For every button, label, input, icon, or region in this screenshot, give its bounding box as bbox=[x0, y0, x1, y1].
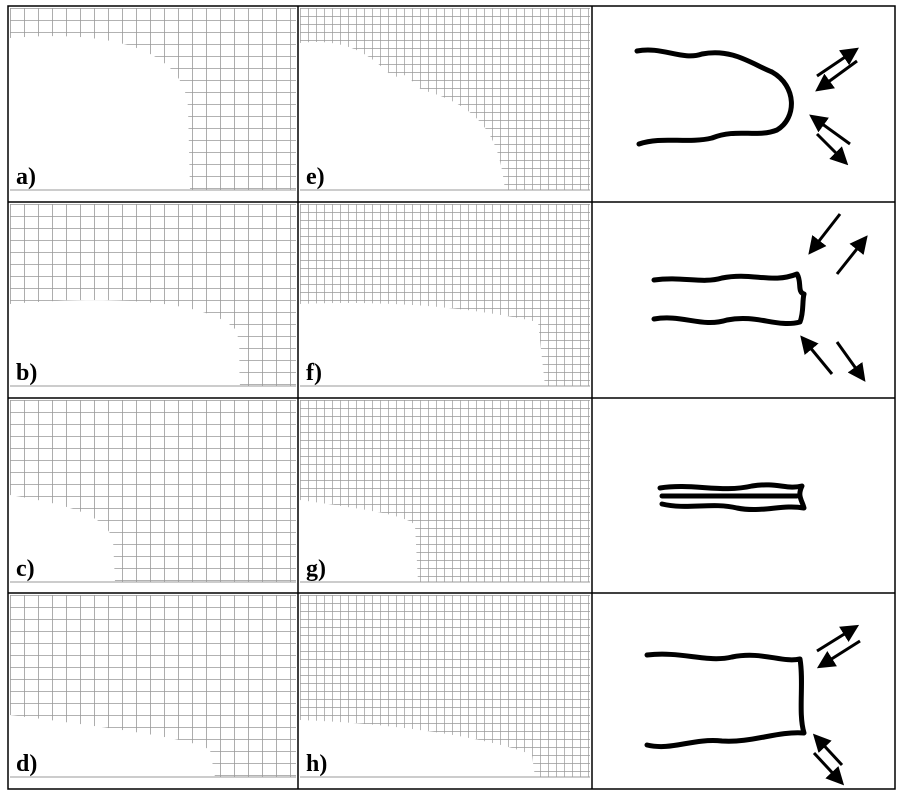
mesh-panel: g) bbox=[300, 400, 590, 582]
panel-label: b) bbox=[16, 360, 37, 386]
mesh-panel: h) bbox=[300, 595, 590, 777]
panel-label: e) bbox=[306, 164, 325, 190]
panel-label: h) bbox=[306, 751, 327, 777]
page: a) b) c) d) e) f) g) bbox=[0, 0, 902, 794]
mesh-panel: d) bbox=[10, 595, 296, 777]
mesh-panel: e) bbox=[300, 8, 590, 190]
crack-sketch bbox=[654, 214, 864, 377]
mesh-panel: b) bbox=[10, 204, 296, 386]
panel-label: g) bbox=[306, 556, 326, 582]
panel-label: d) bbox=[16, 751, 37, 777]
mesh-panel: c) bbox=[10, 400, 296, 582]
crack-sketch bbox=[660, 485, 804, 510]
mesh-panel: f) bbox=[300, 204, 590, 386]
mesh-panel: a) bbox=[10, 8, 296, 190]
panel-label: f) bbox=[306, 360, 322, 386]
crack-sketch bbox=[637, 50, 857, 161]
panel-label: a) bbox=[16, 164, 36, 190]
crack-sketch bbox=[647, 628, 860, 781]
panel-label: c) bbox=[16, 556, 35, 582]
figure: a) b) c) d) e) f) g) bbox=[0, 0, 902, 794]
